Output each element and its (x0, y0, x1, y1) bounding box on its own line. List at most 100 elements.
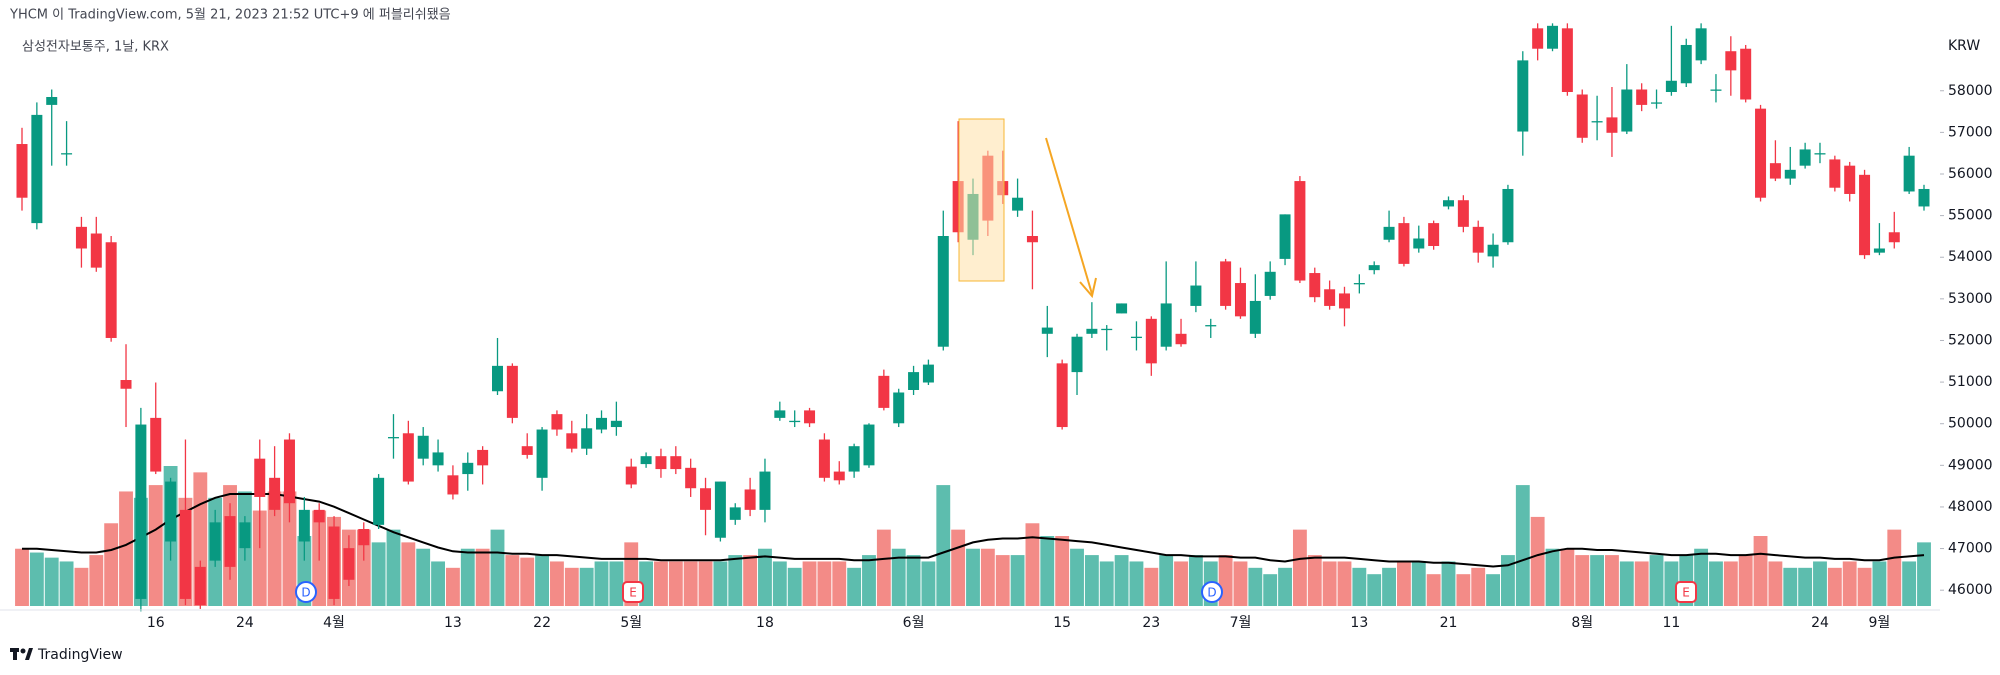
volume-bar (1842, 561, 1857, 606)
candle-body (774, 410, 786, 418)
volume-bar (1902, 561, 1917, 606)
candle-body (566, 433, 578, 449)
candle-body (833, 471, 845, 481)
volume-bar (1174, 561, 1188, 606)
event-label: D (301, 586, 310, 600)
volume-bar (416, 548, 431, 606)
volume-bar (817, 561, 832, 606)
candle-body (655, 456, 667, 470)
candle-body (1175, 333, 1187, 345)
volume-bar (148, 485, 163, 606)
volume-bar (475, 548, 490, 606)
volume-bar (1634, 561, 1649, 606)
volume-bar (401, 542, 416, 606)
candle-body (105, 242, 117, 338)
candle-body (1116, 303, 1128, 314)
candle-body (328, 526, 340, 599)
candle-body (863, 424, 875, 466)
candle-body (1576, 94, 1588, 138)
candle-body (1784, 169, 1796, 179)
candle-body (1888, 232, 1900, 243)
candle-body (1383, 226, 1395, 240)
candle-body (1680, 44, 1692, 84)
candle-body (1665, 80, 1677, 93)
candle-body (254, 458, 266, 497)
candle-body (1012, 197, 1024, 211)
volume-bar (906, 555, 921, 606)
volume-bar (1248, 567, 1263, 606)
volume-ma-line (22, 493, 1925, 568)
candle-body (1041, 327, 1053, 334)
volume-bar (1857, 567, 1872, 606)
candle-body (462, 462, 474, 475)
volume-bar (1723, 561, 1738, 606)
volume-bar (980, 548, 995, 606)
candle-body (1487, 244, 1499, 257)
volume-bar (921, 561, 936, 606)
volume-bar (728, 555, 743, 606)
candle-body (402, 433, 414, 482)
candle-body (759, 471, 771, 510)
volume-bar (29, 552, 44, 606)
candle-body (1294, 181, 1306, 281)
volume-bar (1768, 561, 1783, 606)
volume-bar (1426, 574, 1441, 606)
candle-body (150, 417, 162, 472)
event-label: E (1682, 586, 1690, 600)
candle-body (477, 449, 489, 466)
volume-bar (876, 529, 891, 606)
candle-body (1026, 236, 1038, 243)
volume-bar (1382, 567, 1396, 606)
volume-bar (1575, 555, 1590, 606)
candle-body (596, 417, 608, 430)
candle-body (165, 481, 177, 542)
candle-body (1338, 293, 1350, 309)
candle-body (358, 529, 370, 546)
earnings-marker[interactable] (1675, 581, 1697, 603)
candle-body (1279, 214, 1291, 259)
candle-body (269, 477, 281, 510)
candle-body (417, 435, 429, 459)
candle-body (16, 144, 28, 198)
candle-body (625, 466, 637, 485)
y-tick-label: 53000 (1948, 291, 1993, 307)
candle-body (31, 114, 43, 224)
candle-body (1799, 149, 1811, 166)
volume-bar (713, 561, 728, 606)
candle-body (120, 380, 132, 389)
y-tick-label: 50000 (1948, 416, 1993, 432)
candle-body (1264, 271, 1276, 296)
candle-body (1071, 336, 1083, 373)
candle-body (1651, 102, 1663, 104)
volume-bar (1159, 555, 1174, 606)
volume-bar (772, 561, 787, 606)
volume-bar (609, 561, 624, 606)
candle-body (1324, 289, 1336, 306)
y-tick-label: 58000 (1948, 83, 1993, 99)
dividend-marker[interactable] (295, 581, 317, 603)
x-tick-label: 22 (533, 615, 551, 631)
volume-bar (1753, 536, 1768, 606)
volume-bar (1025, 523, 1040, 606)
volume-bar (743, 555, 758, 606)
candle-body (922, 364, 934, 383)
candle-body (1249, 300, 1261, 334)
dividend-marker[interactable] (1201, 581, 1223, 603)
volume-bar (371, 542, 386, 606)
candle-body (373, 477, 385, 525)
volume-bar (460, 548, 475, 606)
volume-bar (1471, 567, 1486, 606)
volume-bar (862, 555, 876, 606)
candle-body (685, 467, 697, 489)
volume-bar (1233, 561, 1248, 606)
volume-bar (74, 567, 89, 606)
event-label: E (629, 586, 637, 600)
volume-bar (59, 561, 74, 606)
earnings-marker[interactable] (622, 581, 644, 603)
candle-body (1502, 188, 1514, 243)
candle-body (135, 424, 147, 599)
arrow-annotation (1045, 137, 1097, 299)
candle-body (937, 236, 949, 347)
volume-bar (802, 561, 817, 606)
